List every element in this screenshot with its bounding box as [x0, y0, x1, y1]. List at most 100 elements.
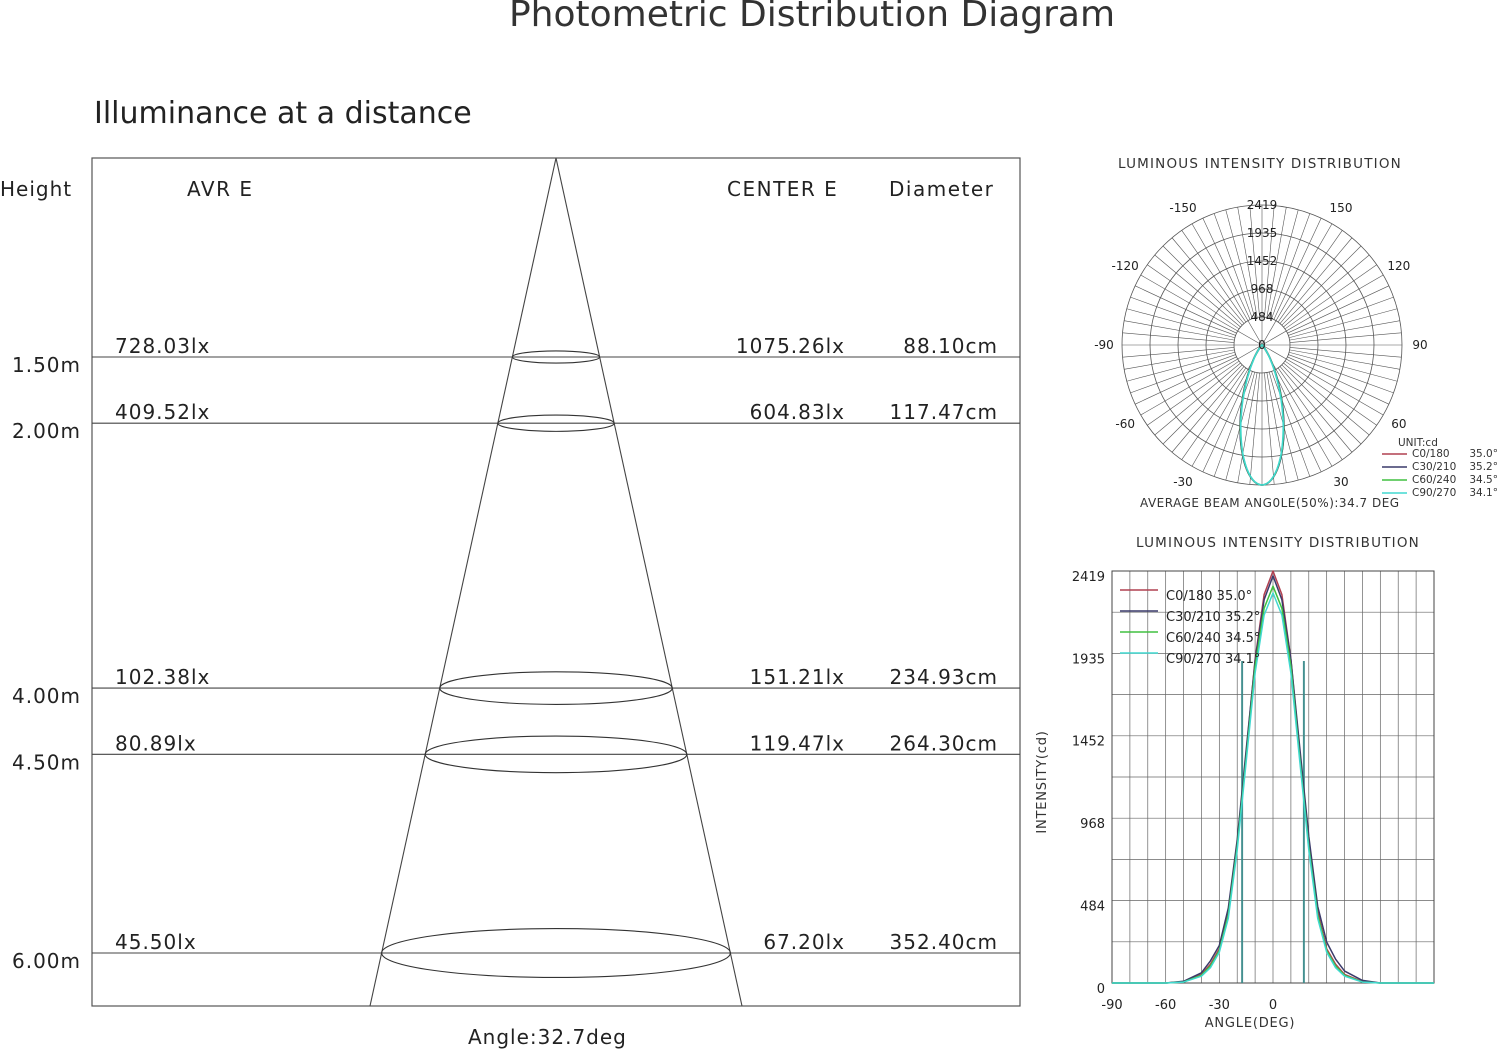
cartesian-xtick: -90 [1101, 998, 1122, 1013]
cone-left-edge [369, 157, 557, 1007]
polar-radial-tick: 484 [1251, 310, 1274, 324]
polar-spoke [1225, 209, 1256, 319]
polar-spoke [1289, 320, 1400, 341]
cartesian-legend-label: C0/180 35.0° [1166, 589, 1252, 604]
polar-angle-tick: 30 [1333, 475, 1348, 489]
polar-legend-name: C30/210 [1412, 461, 1456, 473]
cartesian-xlabel: ANGLE(DEG) [1205, 1016, 1296, 1031]
beam-ellipse [497, 414, 615, 432]
beam-angle-label: Angle:32.7deg [468, 1025, 627, 1049]
illuminance-panel: Height AVR E CENTER E Diameter 1.50m 728.… [0, 157, 1021, 1049]
polar-spoke [1264, 372, 1275, 485]
cartesian-series-line [1112, 575, 1434, 984]
polar-spoke [1154, 254, 1241, 328]
polar-angle-tick: -60 [1115, 417, 1135, 431]
polar-spoke [1130, 296, 1236, 336]
cartesian-ytick: 968 [1080, 817, 1105, 832]
polar-spoke [1287, 356, 1390, 405]
polar-spoke [1181, 367, 1247, 460]
polar-spoke [1181, 230, 1247, 323]
beam-ellipse [424, 735, 688, 774]
polar-series-curve [1240, 344, 1284, 486]
height-label: 6.00m [12, 949, 81, 973]
cartesian-ytick: 1452 [1072, 735, 1105, 750]
center-e-value: 604.83lx [750, 400, 845, 424]
cartesian-ytick: 484 [1080, 900, 1105, 915]
header-height: Height [0, 177, 72, 201]
cartesian-xtick: 0 [1269, 998, 1277, 1013]
diameter-value: 264.30cm [890, 731, 998, 755]
cartesian-xtick: -60 [1155, 998, 1176, 1013]
polar-spoke [1249, 205, 1260, 318]
polar-angle-tick: -120 [1112, 259, 1139, 273]
polar-spoke [1289, 347, 1402, 358]
beam-ellipse [381, 928, 731, 978]
beam-ellipse [511, 350, 601, 364]
polar-legend-beam: 35.2° [1469, 461, 1498, 473]
height-label: 4.00m [12, 684, 81, 708]
cartesian-ytick: 2419 [1072, 570, 1105, 585]
polar-spoke [1126, 308, 1236, 339]
polar-spoke [1283, 362, 1370, 436]
cartesian-xtick: -30 [1209, 998, 1230, 1013]
polar-spoke [1147, 360, 1240, 426]
cartesian-ylabel: INTENSITY(cd) [1035, 730, 1050, 833]
polar-spoke [1191, 223, 1263, 346]
polar-title: LUMINOUS INTENSITY DISTRIBUTION [1118, 156, 1402, 172]
polar-spoke [1279, 366, 1353, 453]
polar-spoke [1171, 237, 1245, 324]
polar-spoke [1134, 285, 1237, 334]
cartesian-series-line [1112, 585, 1434, 984]
avr-e-value: 45.50lx [115, 930, 197, 954]
polar-spoke [1162, 364, 1243, 445]
diameter-value: 117.47cm [890, 400, 998, 424]
polar-spoke [1130, 354, 1236, 394]
cartesian-legend-label: C60/240 34.5° [1166, 631, 1260, 646]
polar-spoke [1266, 372, 1287, 483]
polar-spoke [1264, 205, 1275, 318]
polar-legend-beam: 34.1° [1469, 487, 1498, 499]
avr-e-value: 102.38lx [115, 665, 210, 689]
polar-footer: AVERAGE BEAM ANG0LE(50%):34.7 DEG [1140, 496, 1400, 510]
polar-spoke [1273, 217, 1322, 320]
polar-spoke [1277, 230, 1343, 323]
polar-spoke [1202, 217, 1251, 320]
polar-spoke [1281, 245, 1362, 326]
section-title: Illuminance at a distance [94, 96, 472, 131]
page-title: Photometric Distribution Diagram [508, 0, 1116, 35]
polar-spoke [1266, 207, 1287, 318]
cartesian-legend-label: C30/210 35.2° [1166, 610, 1260, 625]
avr-e-value: 80.89lx [115, 731, 197, 755]
cartesian-series-line [1112, 592, 1434, 984]
cone-right-edge [555, 157, 743, 1007]
polar-spoke [1122, 332, 1235, 343]
polar-spoke [1283, 254, 1370, 328]
polar-spoke [1288, 354, 1394, 394]
polar-spoke [1237, 207, 1258, 318]
polar-spoke [1287, 285, 1390, 334]
polar-angle-tick: -90 [1094, 338, 1114, 352]
polar-spoke [1202, 370, 1251, 473]
polar-angle-tick: 90 [1412, 338, 1427, 352]
polar-spoke [1237, 372, 1258, 483]
polar-spoke [1273, 370, 1322, 473]
cartesian-legend-label: C90/270 34.1° [1166, 652, 1260, 667]
polar-legend-beam: 34.5° [1469, 474, 1498, 486]
polar-spoke [1268, 209, 1299, 319]
polar-unit-label: UNIT:cd [1398, 437, 1438, 449]
polar-angle-tick: 60 [1391, 417, 1406, 431]
polar-angle-tick: 150 [1330, 201, 1353, 215]
diameter-value: 352.40cm [890, 930, 998, 954]
polar-legend-name: C0/180 [1412, 448, 1450, 460]
polar-radial-tick: 968 [1251, 282, 1274, 296]
cartesian-ytick: 0 [1097, 982, 1105, 997]
diameter-value: 88.10cm [903, 334, 998, 358]
polar-spoke [1284, 264, 1377, 330]
polar-spoke [1289, 349, 1400, 370]
polar-radial-tick: 1935 [1247, 226, 1278, 240]
polar-spoke [1261, 223, 1333, 346]
header-center-e: CENTER E [727, 177, 838, 201]
avr-e-value: 728.03lx [115, 334, 210, 358]
polar-legend-name: C60/240 [1412, 474, 1456, 486]
polar-spoke [1124, 320, 1235, 341]
